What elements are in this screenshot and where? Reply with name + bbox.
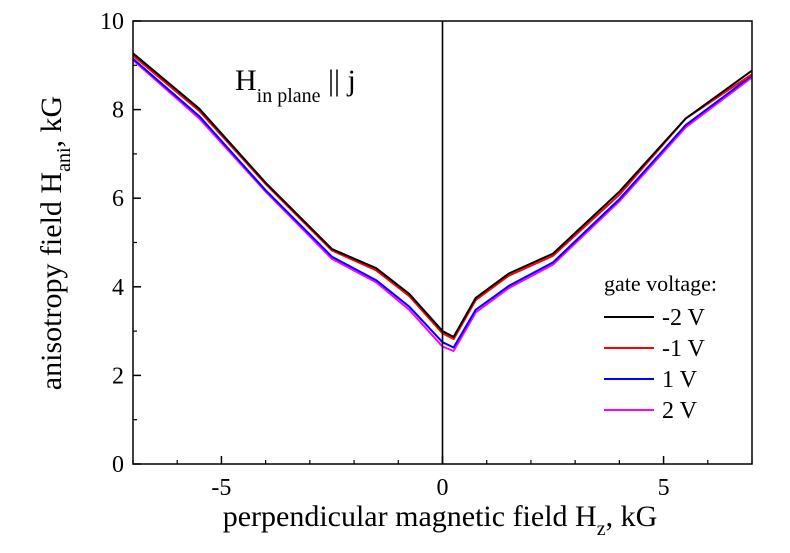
axis-ticks: -5 0 5 0 2 4 6 8 10 bbox=[100, 9, 753, 501]
x-tick-label: -5 bbox=[211, 475, 231, 501]
y-axis-label-main: anisotropy field H bbox=[35, 172, 68, 390]
series-line bbox=[132, 57, 753, 349]
annotation-tail: || j bbox=[321, 64, 356, 97]
y-tick-label: 4 bbox=[112, 275, 124, 301]
x-axis-label: perpendicular magnetic field Hz, kG bbox=[223, 500, 658, 540]
x-tick-label: 5 bbox=[658, 475, 670, 501]
annotation-sub: in plane bbox=[257, 85, 321, 107]
y-tick-label: 0 bbox=[112, 452, 124, 478]
y-tick-label: 8 bbox=[112, 98, 124, 124]
y-tick-label: 2 bbox=[112, 363, 124, 389]
x-axis-label-main: perpendicular magnetic field H bbox=[223, 500, 597, 533]
y-axis-label-sub: ani bbox=[53, 147, 75, 172]
in-plane-annotation: Hin plane || j bbox=[235, 64, 356, 107]
y-tick-label: 6 bbox=[112, 186, 124, 212]
series-layer bbox=[132, 52, 753, 352]
x-axis-label-sub: z bbox=[597, 518, 606, 540]
annotation-main: H bbox=[235, 64, 257, 97]
y-axis-label-tail: , kG bbox=[35, 96, 68, 148]
series-line bbox=[132, 52, 753, 338]
series-line bbox=[132, 59, 753, 352]
legend-title: gate voltage: bbox=[604, 271, 717, 296]
legend-label: -2 V bbox=[662, 305, 706, 331]
legend-label: -1 V bbox=[662, 336, 706, 362]
legend-label: 2 V bbox=[662, 398, 698, 424]
legend-label: 1 V bbox=[662, 367, 698, 393]
y-tick-label: 10 bbox=[100, 9, 124, 35]
x-axis-label-tail: , kG bbox=[606, 500, 658, 533]
x-tick-label: 0 bbox=[437, 475, 449, 501]
y-axis-label: anisotropy field Hani, kG bbox=[35, 96, 75, 390]
legend: -2 V -1 V 1 V 2 V bbox=[604, 305, 706, 424]
